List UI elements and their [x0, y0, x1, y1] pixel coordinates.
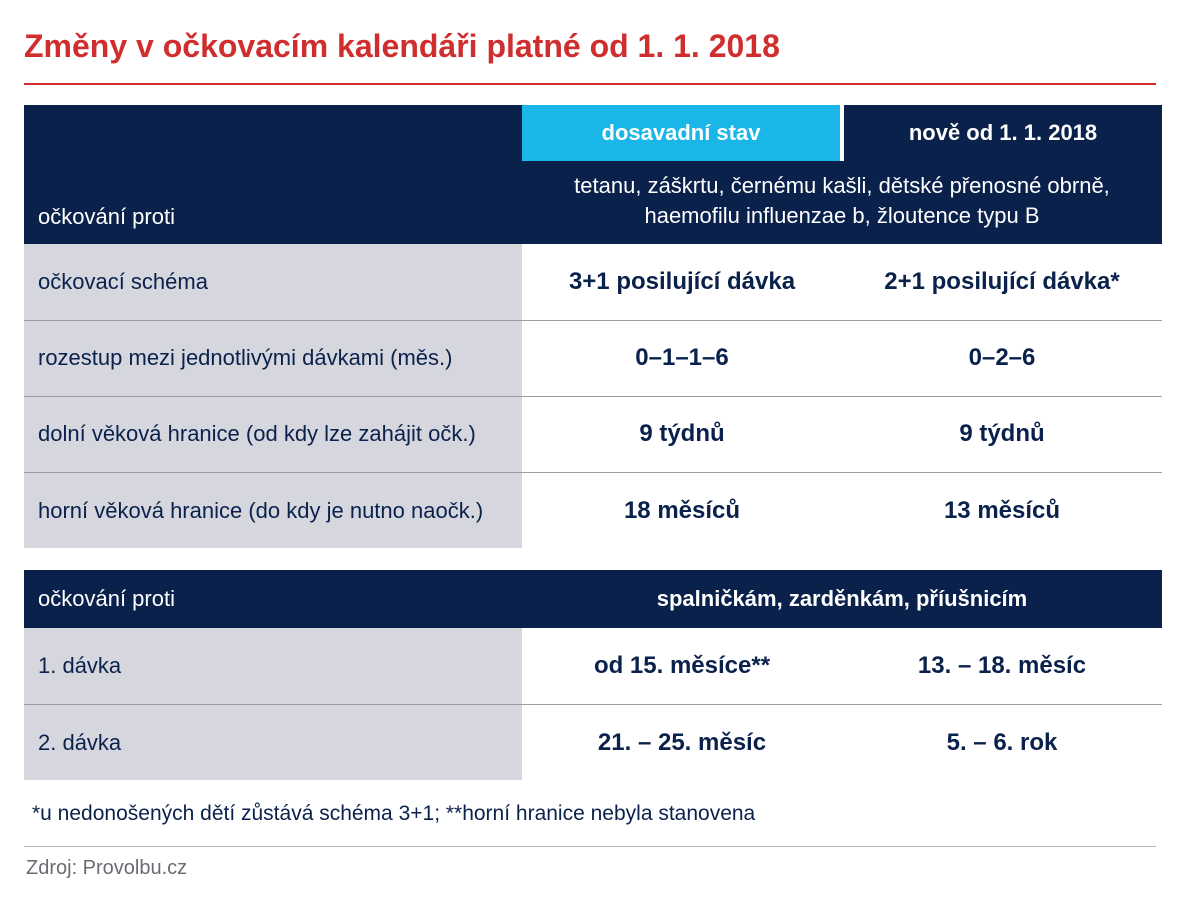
- row-label: očkovací schéma: [24, 244, 522, 320]
- source-text: Zdroj: Provolbu.cz: [24, 857, 1156, 880]
- section2-diseases: spalničkám, zarděnkám, příušnicím: [522, 570, 1162, 628]
- section2-header-row: očkování proti spalničkám, zarděnkám, př…: [24, 570, 1162, 628]
- cell-new: 2+1 posilující dávka*: [842, 244, 1162, 320]
- cell-new: 13 měsíců: [842, 472, 1162, 548]
- cell-old: 0–1–1–6: [522, 320, 842, 396]
- row-label: horní věková hranice (do kdy je nutno na…: [24, 472, 522, 548]
- row-label: rozestup mezi jednotlivými dávkami (měs.…: [24, 320, 522, 396]
- cell-new: 13. – 18. měsíc: [842, 628, 1162, 704]
- source-rule: [24, 846, 1156, 847]
- cell-new: 9 týdnů: [842, 396, 1162, 472]
- cell-old: 9 týdnů: [522, 396, 842, 472]
- row-label: 2. dávka: [24, 704, 522, 780]
- title-rule: [24, 83, 1156, 85]
- cell-old: 21. – 25. měsíc: [522, 704, 842, 780]
- col-header-old: dosavadní stav: [522, 105, 842, 161]
- section1-diseases: tetanu, záškrtu, černému kašli, dětské p…: [522, 161, 1162, 244]
- table-row: rozestup mezi jednotlivými dávkami (měs.…: [24, 320, 1162, 396]
- section2-label-header: očkování proti: [24, 570, 522, 628]
- table-row: horní věková hranice (do kdy je nutno na…: [24, 472, 1162, 548]
- vaccination-table: očkování proti dosavadní stav nově od 1.…: [24, 105, 1162, 780]
- table-row: očkovací schéma 3+1 posilující dávka 2+1…: [24, 244, 1162, 320]
- footnote: *u nedonošených dětí zůstává schéma 3+1;…: [24, 780, 1156, 840]
- col-header-label: očkování proti: [24, 105, 522, 244]
- table-row: dolní věková hranice (od kdy lze zahájit…: [24, 396, 1162, 472]
- cell-new: 0–2–6: [842, 320, 1162, 396]
- cell-new: 5. – 6. rok: [842, 704, 1162, 780]
- table-row: 1. dávka od 15. měsíce** 13. – 18. měsíc: [24, 628, 1162, 704]
- section-gap: [24, 548, 1162, 570]
- cell-old: od 15. měsíce**: [522, 628, 842, 704]
- col-header-new: nově od 1. 1. 2018: [842, 105, 1162, 161]
- table-header-row: očkování proti dosavadní stav nově od 1.…: [24, 105, 1162, 161]
- cell-old: 18 měsíců: [522, 472, 842, 548]
- table-row: 2. dávka 21. – 25. měsíc 5. – 6. rok: [24, 704, 1162, 780]
- page-title: Změny v očkovacím kalendáři platné od 1.…: [24, 28, 1156, 65]
- cell-old: 3+1 posilující dávka: [522, 244, 842, 320]
- row-label: dolní věková hranice (od kdy lze zahájit…: [24, 396, 522, 472]
- row-label: 1. dávka: [24, 628, 522, 704]
